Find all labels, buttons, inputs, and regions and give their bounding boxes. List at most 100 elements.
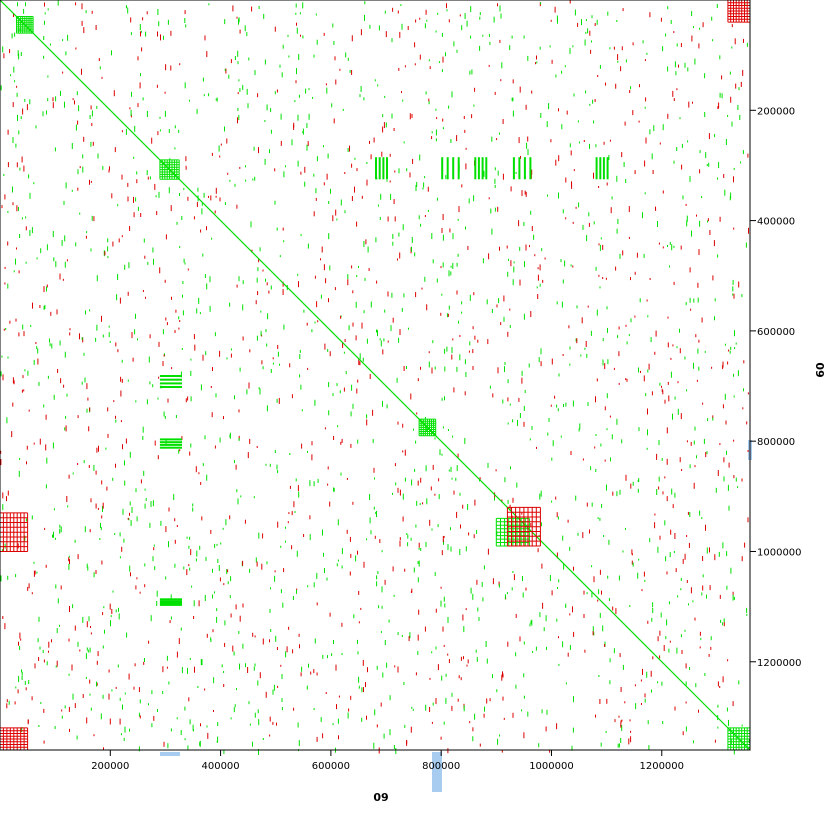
alignment-dot bbox=[48, 650, 49, 653]
alignment-dot bbox=[590, 466, 592, 471]
alignment-dot bbox=[634, 271, 636, 275]
alignment-dot bbox=[584, 39, 586, 46]
alignment-dot bbox=[384, 579, 386, 585]
alignment-dot bbox=[743, 360, 745, 364]
alignment-dot bbox=[135, 197, 137, 202]
alignment-dot bbox=[524, 261, 525, 268]
alignment-dot bbox=[55, 261, 57, 268]
alignment-dot bbox=[439, 449, 441, 456]
alignment-dot bbox=[437, 524, 439, 528]
alignment-dot bbox=[225, 519, 227, 526]
x-tick-label: 400000 bbox=[201, 761, 239, 772]
alignment-dot bbox=[651, 391, 653, 396]
alignment-dot bbox=[79, 166, 81, 169]
alignment-dot bbox=[90, 498, 92, 503]
alignment-dot bbox=[256, 446, 258, 448]
alignment-dot bbox=[180, 730, 182, 735]
alignment-dot bbox=[103, 606, 105, 609]
alignment-dot bbox=[431, 136, 433, 140]
stripe-mark bbox=[518, 157, 521, 180]
alignment-dot bbox=[416, 500, 418, 506]
alignment-dot bbox=[19, 234, 21, 238]
alignment-dot bbox=[95, 503, 97, 509]
alignment-dot bbox=[148, 356, 150, 363]
alignment-dot bbox=[518, 397, 520, 402]
alignment-dot bbox=[46, 110, 47, 115]
alignment-dot bbox=[733, 176, 734, 183]
alignment-dot bbox=[111, 50, 112, 56]
alignment-dot bbox=[36, 346, 38, 350]
alignment-dot bbox=[170, 30, 172, 36]
alignment-dot bbox=[642, 40, 644, 44]
alignment-dot bbox=[103, 250, 105, 257]
alignment-dot bbox=[669, 241, 671, 245]
alignment-dot bbox=[747, 153, 749, 158]
alignment-dot bbox=[376, 581, 378, 587]
alignment-dot bbox=[399, 537, 401, 541]
alignment-dot bbox=[131, 507, 133, 513]
alignment-dot bbox=[166, 322, 168, 326]
alignment-dot bbox=[599, 517, 601, 521]
alignment-dot bbox=[402, 450, 404, 453]
alignment-dot bbox=[288, 512, 290, 515]
alignment-dot bbox=[96, 682, 98, 686]
alignment-dot bbox=[630, 277, 631, 281]
alignment-dot bbox=[406, 168, 408, 172]
alignment-dot bbox=[217, 559, 219, 563]
alignment-dot bbox=[175, 415, 177, 418]
alignment-dot bbox=[376, 511, 377, 517]
alignment-dot bbox=[705, 152, 707, 159]
alignment-dot bbox=[176, 525, 178, 527]
alignment-dot bbox=[566, 110, 568, 115]
alignment-dot bbox=[641, 703, 642, 705]
alignment-dot bbox=[662, 246, 664, 249]
alignment-dot bbox=[466, 664, 468, 667]
alignment-dot bbox=[17, 114, 18, 121]
alignment-dot bbox=[203, 192, 205, 198]
alignment-dot bbox=[731, 46, 733, 49]
alignment-dot bbox=[647, 720, 649, 725]
alignment-dot bbox=[89, 693, 91, 696]
alignment-dot bbox=[64, 351, 66, 358]
alignment-dot bbox=[556, 512, 558, 518]
alignment-dot bbox=[534, 254, 536, 257]
alignment-dot bbox=[483, 713, 485, 718]
alignment-dot bbox=[206, 474, 208, 481]
alignment-dot bbox=[149, 334, 151, 339]
alignment-dot bbox=[22, 324, 24, 330]
alignment-dot bbox=[473, 195, 475, 202]
alignment-dot bbox=[201, 516, 203, 521]
alignment-dot bbox=[622, 8, 624, 12]
alignment-dot bbox=[581, 19, 582, 26]
alignment-dot bbox=[434, 366, 436, 370]
alignment-dot bbox=[3, 53, 5, 59]
alignment-dot bbox=[136, 516, 138, 522]
alignment-dot bbox=[254, 70, 256, 76]
alignment-dot bbox=[256, 335, 258, 341]
alignment-dot bbox=[123, 538, 125, 543]
alignment-dot bbox=[152, 384, 154, 388]
alignment-dot bbox=[628, 738, 630, 745]
alignment-dot bbox=[68, 474, 70, 479]
alignment-dot bbox=[254, 635, 256, 638]
alignment-dot bbox=[501, 499, 503, 503]
alignment-dot bbox=[293, 124, 295, 130]
alignment-dot bbox=[659, 382, 661, 386]
alignment-dot bbox=[71, 143, 73, 149]
alignment-dot bbox=[463, 626, 465, 633]
alignment-dot bbox=[296, 68, 297, 75]
alignment-dot bbox=[419, 17, 421, 20]
alignment-dot bbox=[529, 623, 531, 627]
alignment-dot bbox=[745, 242, 747, 248]
alignment-dot bbox=[649, 129, 651, 135]
alignment-dot bbox=[662, 190, 664, 194]
alignment-dot bbox=[394, 463, 396, 467]
alignment-dot bbox=[210, 529, 212, 534]
alignment-dot bbox=[525, 587, 527, 591]
alignment-dot bbox=[193, 216, 195, 220]
alignment-dot bbox=[93, 464, 95, 471]
alignment-dot bbox=[569, 0, 571, 4]
alignment-dot bbox=[194, 344, 196, 351]
alignment-dot bbox=[54, 726, 56, 729]
alignment-dot bbox=[629, 719, 631, 722]
